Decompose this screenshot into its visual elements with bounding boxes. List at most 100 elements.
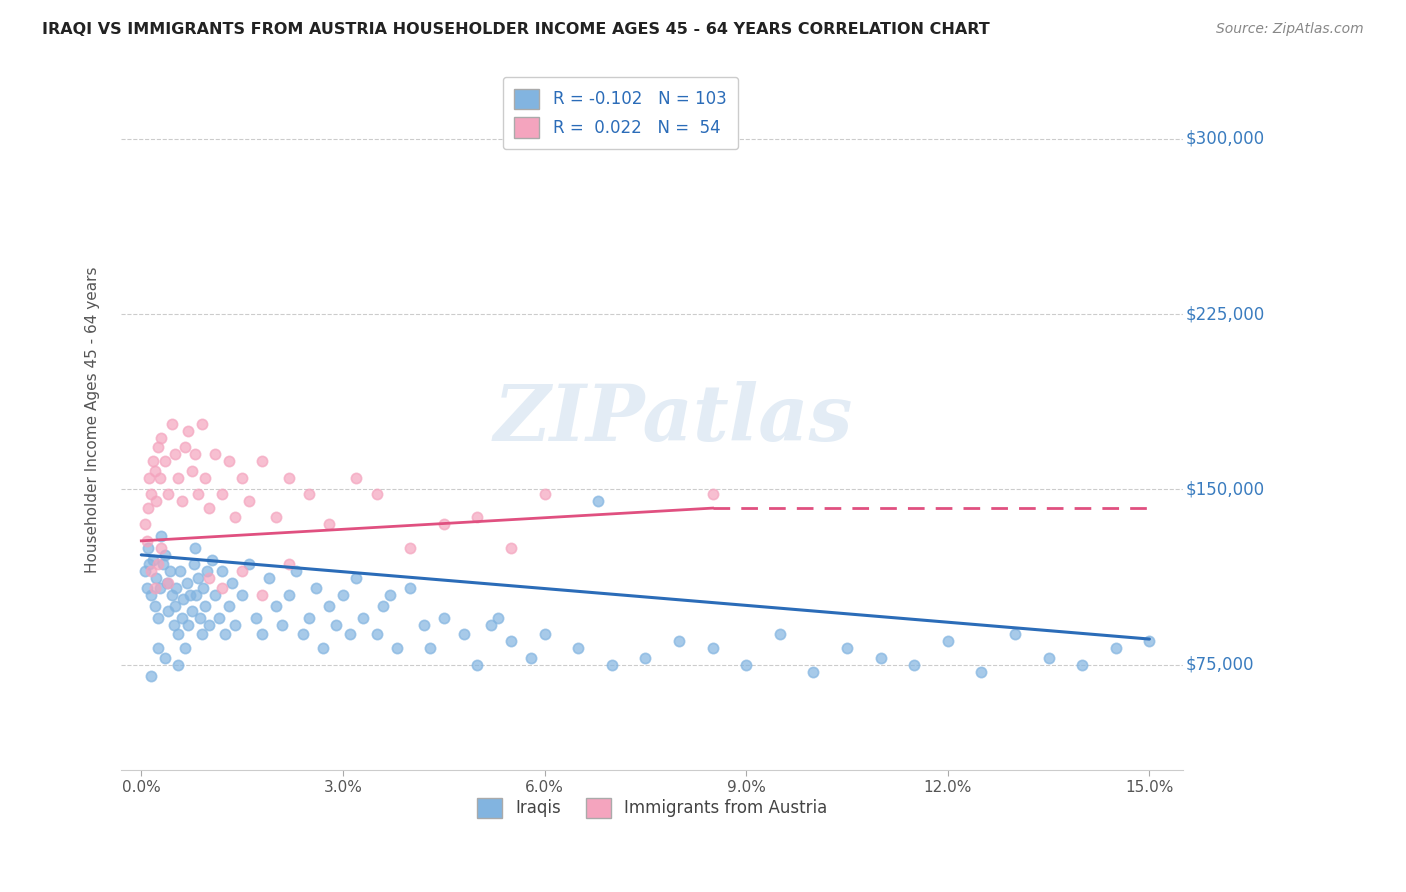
Point [134,564,156,578]
Point [214,627,236,641]
Point [378,588,401,602]
Point [252,627,274,641]
Point [271,618,294,632]
Point [187,487,209,501]
Point [143,464,166,478]
Point [936,634,959,648]
Text: $300,000: $300,000 [1185,129,1264,148]
Point [170,611,193,625]
Point [157,604,180,618]
Point [218,454,240,468]
Point [385,641,408,656]
Point [600,657,623,672]
Point [224,510,246,524]
Point [252,454,274,468]
Point [238,558,260,572]
Point [1038,650,1060,665]
Point [231,588,253,602]
Point [588,494,610,508]
Point [284,564,307,578]
Point [177,424,200,438]
Point [150,431,173,445]
Point [453,627,475,641]
Point [197,618,219,632]
Point [157,487,180,501]
Point [149,471,172,485]
Point [136,501,159,516]
Point [352,611,374,625]
Point [479,618,502,632]
Point [339,627,361,641]
Point [278,588,301,602]
Point [1071,657,1094,672]
Point [170,494,193,508]
Point [184,447,207,461]
Point [191,627,214,641]
Text: $75,000: $75,000 [1185,656,1254,673]
Point [143,581,166,595]
Point [138,558,160,572]
Point [412,618,434,632]
Point [142,454,165,468]
Point [174,641,197,656]
Point [278,558,301,572]
Point [153,454,176,468]
Point [149,581,172,595]
Point [567,641,589,656]
Point [201,552,224,566]
Point [187,571,209,585]
Point [142,552,165,566]
Point [179,588,201,602]
Point [903,657,925,672]
Point [177,618,200,632]
Point [634,650,657,665]
Point [167,627,190,641]
Point [533,487,555,501]
Point [312,641,335,656]
Point [165,581,187,595]
Point [291,627,314,641]
Point [163,599,186,614]
Point [325,618,347,632]
Point [145,571,167,585]
Point [399,581,422,595]
Point [180,464,202,478]
Point [134,517,156,532]
Point [167,657,190,672]
Point [735,657,758,672]
Point [136,541,159,555]
Point [298,611,321,625]
Point [467,657,489,672]
Point [146,558,169,572]
Point [150,529,173,543]
Point [257,571,280,585]
Point [520,650,543,665]
Point [332,588,354,602]
Point [499,541,522,555]
Point [298,487,321,501]
Point [194,471,217,485]
Point [190,611,212,625]
Point [146,641,169,656]
Text: Source: ZipAtlas.com: Source: ZipAtlas.com [1216,22,1364,37]
Point [702,641,724,656]
Point [191,417,214,431]
Point [180,604,202,618]
Point [318,599,340,614]
Y-axis label: Householder Income Ages 45 - 64 years: Householder Income Ages 45 - 64 years [86,266,100,573]
Point [264,510,287,524]
Point [157,576,180,591]
Point [419,641,441,656]
Point [197,571,219,585]
Point [160,588,183,602]
Point [366,487,388,501]
Point [204,447,226,461]
Point [141,588,163,602]
Point [245,611,267,625]
Point [207,611,229,625]
Point [231,471,253,485]
Point [135,581,157,595]
Point [145,494,167,508]
Point [172,592,194,607]
Point [138,471,160,485]
